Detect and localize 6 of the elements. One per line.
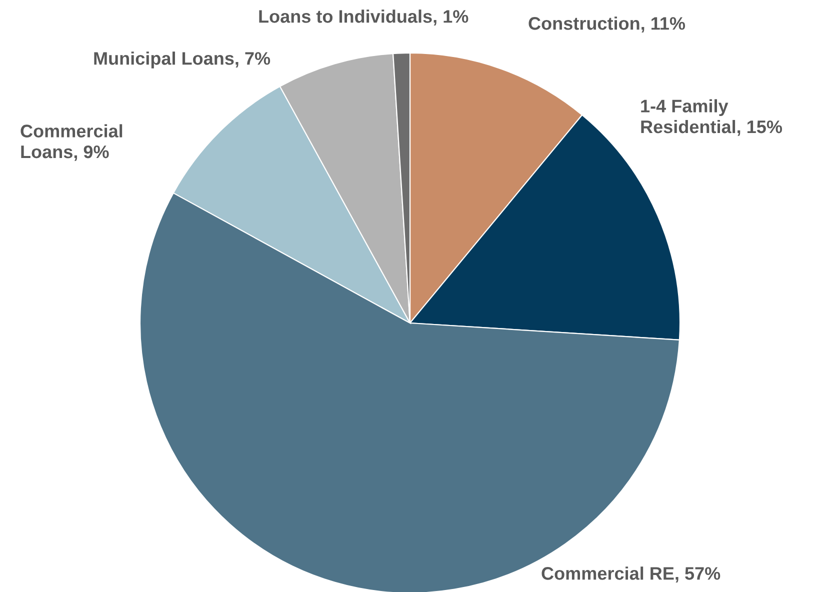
slice-label: Municipal Loans, 7% [94, 52, 270, 68]
slice-label: Commercial RE, 57% [542, 566, 720, 582]
slice-label: Construction, 11% [528, 16, 686, 32]
slice-label: 1-4 Family Residential, 15% [641, 99, 782, 136]
slice-label: Loans to Individuals, 1% [259, 10, 468, 26]
slice-label: Commercial Loans, 9% [20, 124, 122, 161]
